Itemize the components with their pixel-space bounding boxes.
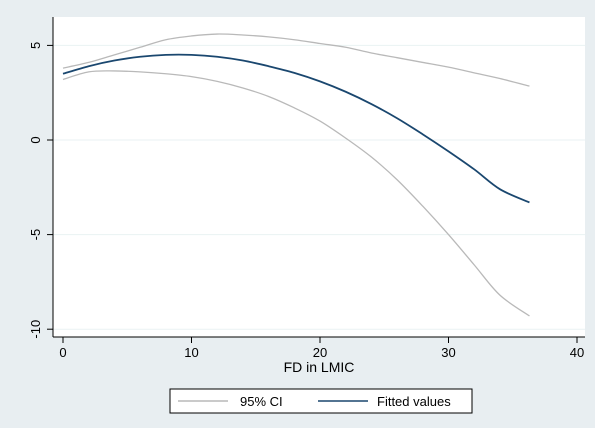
- y-ticks: -10 -5 0 5: [28, 42, 53, 339]
- x-axis-title: FD in LMIC: [284, 359, 355, 375]
- legend-label-fitted: Fitted values: [377, 394, 451, 409]
- gridlines: [53, 44, 585, 330]
- x-tick-label-1: 10: [184, 345, 198, 360]
- legend-label-ci: 95% CI: [240, 394, 283, 409]
- plot-area: [53, 17, 585, 337]
- y-tick-label-0: -10: [28, 320, 43, 339]
- series-line-fitted: [62, 53, 530, 204]
- x-tick-label-4: 40: [570, 345, 584, 360]
- y-tick-label-2: 0: [28, 136, 43, 143]
- x-tick-label-0: 0: [59, 345, 66, 360]
- axes: [52, 17, 585, 338]
- x-tick-label-3: 30: [441, 345, 455, 360]
- series-line-upper: [62, 33, 530, 87]
- series-layer: [62, 33, 530, 317]
- x-tick-label-2: 20: [313, 345, 327, 360]
- x-ticks: 0 10 20 30 40: [59, 337, 584, 360]
- series-line-lower: [62, 70, 530, 317]
- y-tick-label-1: -5: [28, 229, 43, 241]
- legend: 95% CI Fitted values: [169, 388, 473, 414]
- y-tick-label-3: 5: [28, 42, 43, 49]
